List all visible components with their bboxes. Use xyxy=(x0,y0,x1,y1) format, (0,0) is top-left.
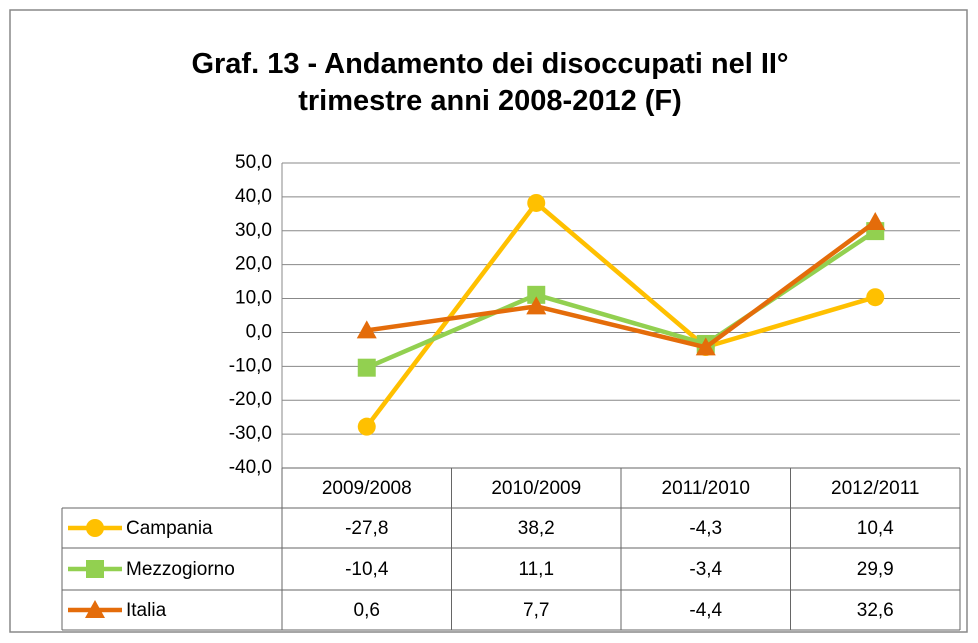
table-value: 10,4 xyxy=(857,518,894,539)
table-value: -27,8 xyxy=(345,518,388,539)
legend-label: Italia xyxy=(126,600,167,621)
table-value: -4,4 xyxy=(689,600,722,621)
y-tick-label: 10,0 xyxy=(235,288,272,309)
data-point xyxy=(357,417,376,436)
data-point xyxy=(866,288,885,307)
legend-label: Mezzogiorno xyxy=(126,559,235,580)
y-tick-label: 50,0 xyxy=(235,152,272,173)
y-tick-label: -40,0 xyxy=(229,457,272,478)
data-point xyxy=(865,211,886,230)
y-tick-label: 20,0 xyxy=(235,254,272,275)
table-value: 29,9 xyxy=(857,559,894,580)
series-line xyxy=(366,220,877,350)
table-value: -10,4 xyxy=(345,559,389,580)
table-value: -4,3 xyxy=(689,518,722,539)
series-line xyxy=(364,200,876,429)
data-point xyxy=(356,320,377,339)
x-tick-label: 2011/2010 xyxy=(662,478,750,499)
table-value: 32,6 xyxy=(857,600,894,621)
data-point xyxy=(695,337,716,356)
y-tick-label: 40,0 xyxy=(235,186,272,207)
y-tick-label: -20,0 xyxy=(229,389,272,410)
legend-marker xyxy=(86,560,104,578)
series-line xyxy=(365,229,877,370)
legend-marker xyxy=(85,600,105,618)
data-point xyxy=(526,296,547,315)
chart-border xyxy=(9,9,968,633)
table-value: 7,7 xyxy=(523,600,549,621)
x-tick-label: 2012/2011 xyxy=(831,478,919,499)
table-value: -3,4 xyxy=(689,559,722,580)
data-point xyxy=(527,193,546,212)
y-tick-label: -10,0 xyxy=(229,355,272,376)
y-tick-label: 0,0 xyxy=(246,321,272,342)
y-tick-label: 30,0 xyxy=(235,220,272,241)
y-tick-label: -30,0 xyxy=(229,423,272,444)
table-value: 38,2 xyxy=(518,518,555,539)
x-tick-label: 2010/2009 xyxy=(491,478,581,499)
legend-marker xyxy=(86,519,104,537)
table-value: 0,6 xyxy=(354,600,380,621)
legend-label: Campania xyxy=(126,518,213,539)
chart-title: Graf. 13 - Andamento dei disoccupati nel… xyxy=(191,48,789,117)
data-point xyxy=(357,358,376,377)
x-tick-label: 2009/2008 xyxy=(322,478,412,499)
data-point xyxy=(527,285,546,304)
table-value: 11,1 xyxy=(518,559,554,580)
